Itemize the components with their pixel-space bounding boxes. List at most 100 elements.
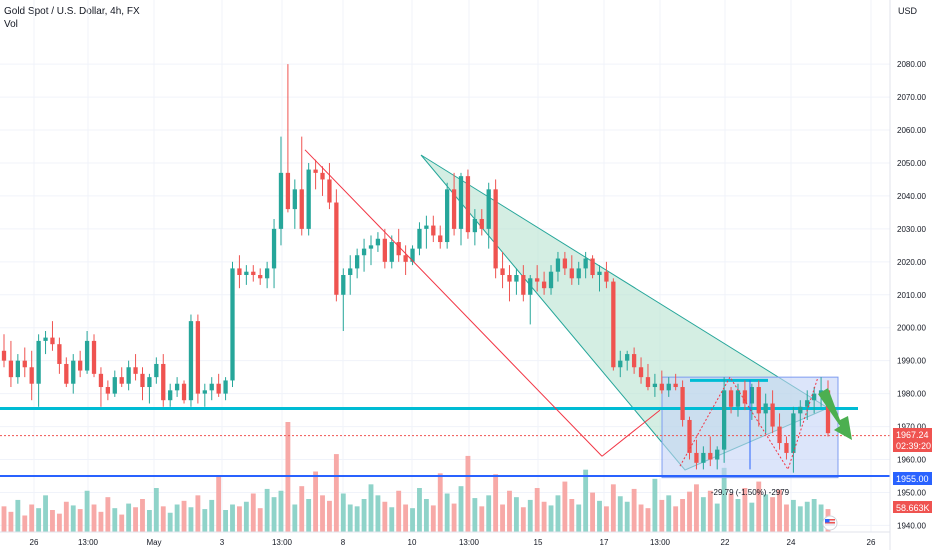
volume-bar xyxy=(410,508,415,532)
countdown-value: 02:39:20 xyxy=(896,441,931,451)
candle-body xyxy=(168,390,173,401)
volume-bar xyxy=(590,492,595,532)
volume-bar xyxy=(320,495,325,532)
candle-body xyxy=(64,363,69,384)
candle-body xyxy=(583,258,588,269)
candle-body xyxy=(424,225,429,229)
candle-body xyxy=(548,271,554,289)
volume-bar xyxy=(707,490,713,532)
volume-bar xyxy=(437,473,443,532)
candle-body xyxy=(590,258,595,275)
candle-body xyxy=(133,367,138,374)
volume-bar xyxy=(430,505,436,532)
candle-body xyxy=(728,390,734,407)
volume-bar xyxy=(562,481,568,532)
volume-bar xyxy=(631,488,637,532)
price-tick-label: 2030.00 xyxy=(897,225,926,234)
candle-body xyxy=(666,383,671,391)
volume-bar xyxy=(160,506,166,532)
trend-line-up xyxy=(601,409,661,457)
volume-bar xyxy=(569,499,575,532)
volume-bar xyxy=(486,495,492,532)
candle-body xyxy=(576,268,581,279)
candle-body xyxy=(805,400,810,407)
candle-body xyxy=(458,176,464,229)
drawings-back xyxy=(0,154,890,479)
candle-body xyxy=(798,406,803,414)
candle-body xyxy=(541,281,547,289)
volume-bar xyxy=(202,509,208,532)
flag-icon[interactable] xyxy=(822,515,838,531)
volume-bar xyxy=(673,506,679,532)
volume-bar xyxy=(520,507,526,532)
candle-body xyxy=(569,268,574,279)
volume-bar xyxy=(347,504,353,532)
price-tick-label: 1970.00 xyxy=(897,423,926,432)
volume-bar xyxy=(756,481,762,532)
volume-bar xyxy=(624,501,630,532)
candle-body xyxy=(306,169,311,229)
volume-bar xyxy=(534,488,540,532)
candle-body xyxy=(8,360,14,378)
candle-body xyxy=(50,337,55,345)
candle-body xyxy=(334,202,339,295)
volume-bar xyxy=(70,505,76,532)
time-tick-label: May xyxy=(146,538,161,547)
candle-body xyxy=(625,354,630,361)
volume-bar xyxy=(15,499,21,532)
volume-bar xyxy=(299,486,305,532)
symbol-title[interactable]: Gold Spot / U.S. Dollar, 4h, FX xyxy=(4,6,140,17)
candle-body xyxy=(320,172,325,180)
candle-body xyxy=(756,387,761,414)
volume-bar xyxy=(583,469,589,532)
volume-bar xyxy=(333,454,339,532)
candle-body xyxy=(396,242,401,256)
volume-bar xyxy=(216,477,222,532)
volume-label[interactable]: Vol xyxy=(4,19,18,30)
volume-bar xyxy=(153,488,159,532)
candle-body xyxy=(791,413,796,453)
volume-bar xyxy=(306,499,312,532)
candle-body xyxy=(431,225,436,236)
candle-body xyxy=(451,189,457,229)
price-tick-label: 2050.00 xyxy=(897,159,926,168)
candle-body xyxy=(230,268,235,381)
candle-body xyxy=(597,271,602,275)
volume-bar xyxy=(527,499,533,532)
volume-bar xyxy=(361,499,367,532)
volume-badge: 58.663K xyxy=(893,501,932,513)
candle-body xyxy=(251,271,256,275)
candle-body xyxy=(638,367,644,378)
candle-body xyxy=(313,169,318,173)
candle-body xyxy=(348,268,353,275)
volume-bar xyxy=(313,471,319,532)
candle-body xyxy=(112,377,117,394)
time-tick-label: 3 xyxy=(220,538,225,547)
volume-bar xyxy=(403,504,409,532)
volume-bar xyxy=(638,504,644,532)
volume-bar xyxy=(597,500,602,532)
drawings-front xyxy=(304,149,852,471)
projection-path xyxy=(679,376,819,471)
volume-bar xyxy=(50,510,55,532)
candle-body xyxy=(375,238,381,246)
price-tick-label: 2080.00 xyxy=(897,60,926,69)
volume-bar xyxy=(223,510,229,532)
candle-body xyxy=(258,275,263,279)
candle-body xyxy=(147,377,152,388)
volume-bar xyxy=(465,455,471,532)
candle-body xyxy=(493,189,498,269)
candle-body xyxy=(15,360,20,378)
volume-bar xyxy=(680,499,686,532)
volume-bar xyxy=(507,490,512,532)
volume-bar xyxy=(382,501,388,532)
price-tick-label: 2000.00 xyxy=(897,324,926,333)
candle-body xyxy=(645,377,651,388)
candle-body xyxy=(22,360,27,368)
volume-badge-value: 58.663K xyxy=(896,503,930,513)
volume-bar xyxy=(354,506,360,532)
volume-bar xyxy=(749,502,755,532)
candle-body xyxy=(285,172,291,210)
